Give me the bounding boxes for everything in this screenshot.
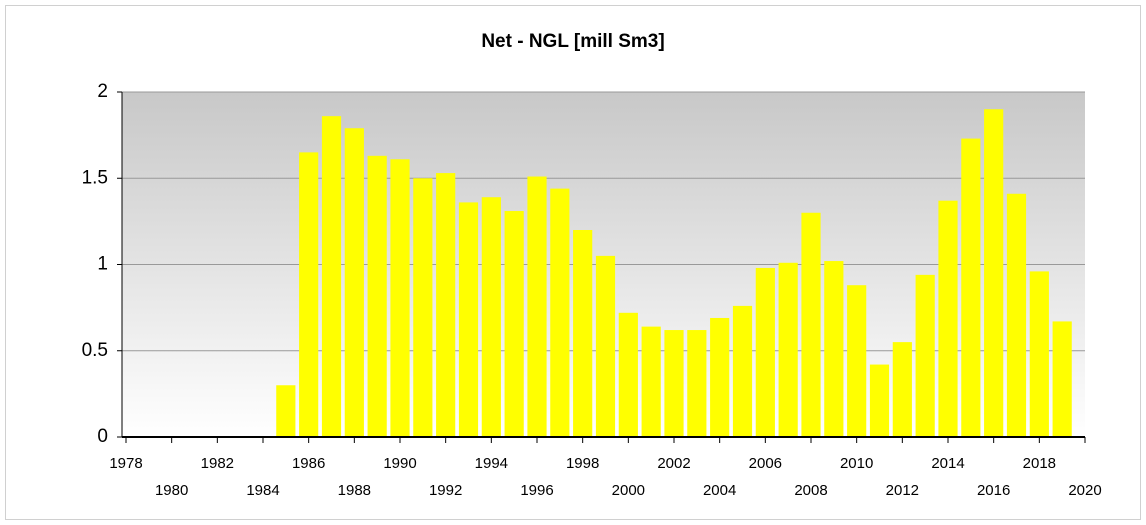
bar [481, 197, 501, 437]
bar [915, 274, 935, 437]
y-tick-label: 1.5 [82, 167, 108, 188]
bar [1052, 321, 1072, 437]
bar [436, 173, 456, 437]
bar [664, 330, 684, 437]
y-tick-label: 1 [97, 254, 108, 275]
bar [892, 342, 912, 437]
x-tick-label: 2010 [840, 455, 873, 472]
bar [573, 230, 593, 437]
bar [710, 317, 730, 437]
bar [299, 152, 319, 437]
bar [344, 128, 364, 437]
bar [550, 188, 570, 437]
x-tick-label: 2004 [703, 482, 736, 499]
bar [504, 211, 524, 437]
x-tick-label: 2020 [1068, 482, 1101, 499]
bar [687, 330, 707, 437]
x-tick-label: 1982 [201, 455, 234, 472]
bar [413, 178, 433, 437]
bar [755, 267, 775, 437]
x-tick-label: 2016 [977, 482, 1010, 499]
bar [641, 326, 661, 437]
y-tick-label: 2 [97, 81, 108, 102]
x-tick-label: 1996 [520, 482, 553, 499]
bar [732, 305, 753, 437]
bar [618, 312, 638, 437]
bar [847, 285, 867, 437]
bar [527, 176, 547, 437]
bar [869, 364, 890, 437]
x-tick-label: 1998 [566, 455, 599, 472]
bar [276, 385, 296, 437]
y-tick-label: 0 [97, 426, 108, 447]
bar [984, 109, 1004, 437]
x-tick-label: 2006 [749, 455, 782, 472]
x-tick-label: 1984 [246, 482, 279, 499]
bar [1029, 271, 1049, 437]
x-tick-label: 1992 [429, 482, 462, 499]
x-tick-label: 2014 [931, 455, 964, 472]
chart-title: Net - NGL [mill Sm3] [481, 31, 664, 52]
x-tick-label: 1994 [475, 455, 508, 472]
bar [938, 200, 958, 437]
x-tick-label: 1978 [109, 455, 142, 472]
x-tick-label: 1988 [338, 482, 371, 499]
bar [1006, 193, 1027, 437]
bar [824, 261, 844, 437]
x-tick-label: 2002 [657, 455, 690, 472]
x-tick-label: 2000 [612, 482, 645, 499]
x-tick-label: 2008 [794, 482, 827, 499]
bar [390, 159, 410, 437]
x-tick-label: 2012 [886, 482, 919, 499]
bar [458, 202, 479, 437]
x-tick-label: 1980 [155, 482, 188, 499]
x-tick-label: 2018 [1023, 455, 1056, 472]
bar [595, 255, 616, 437]
bar [367, 155, 387, 437]
bar [801, 212, 821, 437]
bar [778, 262, 798, 437]
y-tick-label: 0.5 [82, 340, 108, 361]
x-tick-label: 1990 [383, 455, 416, 472]
bar [961, 138, 981, 437]
bar [321, 116, 342, 438]
x-tick-label: 1986 [292, 455, 325, 472]
